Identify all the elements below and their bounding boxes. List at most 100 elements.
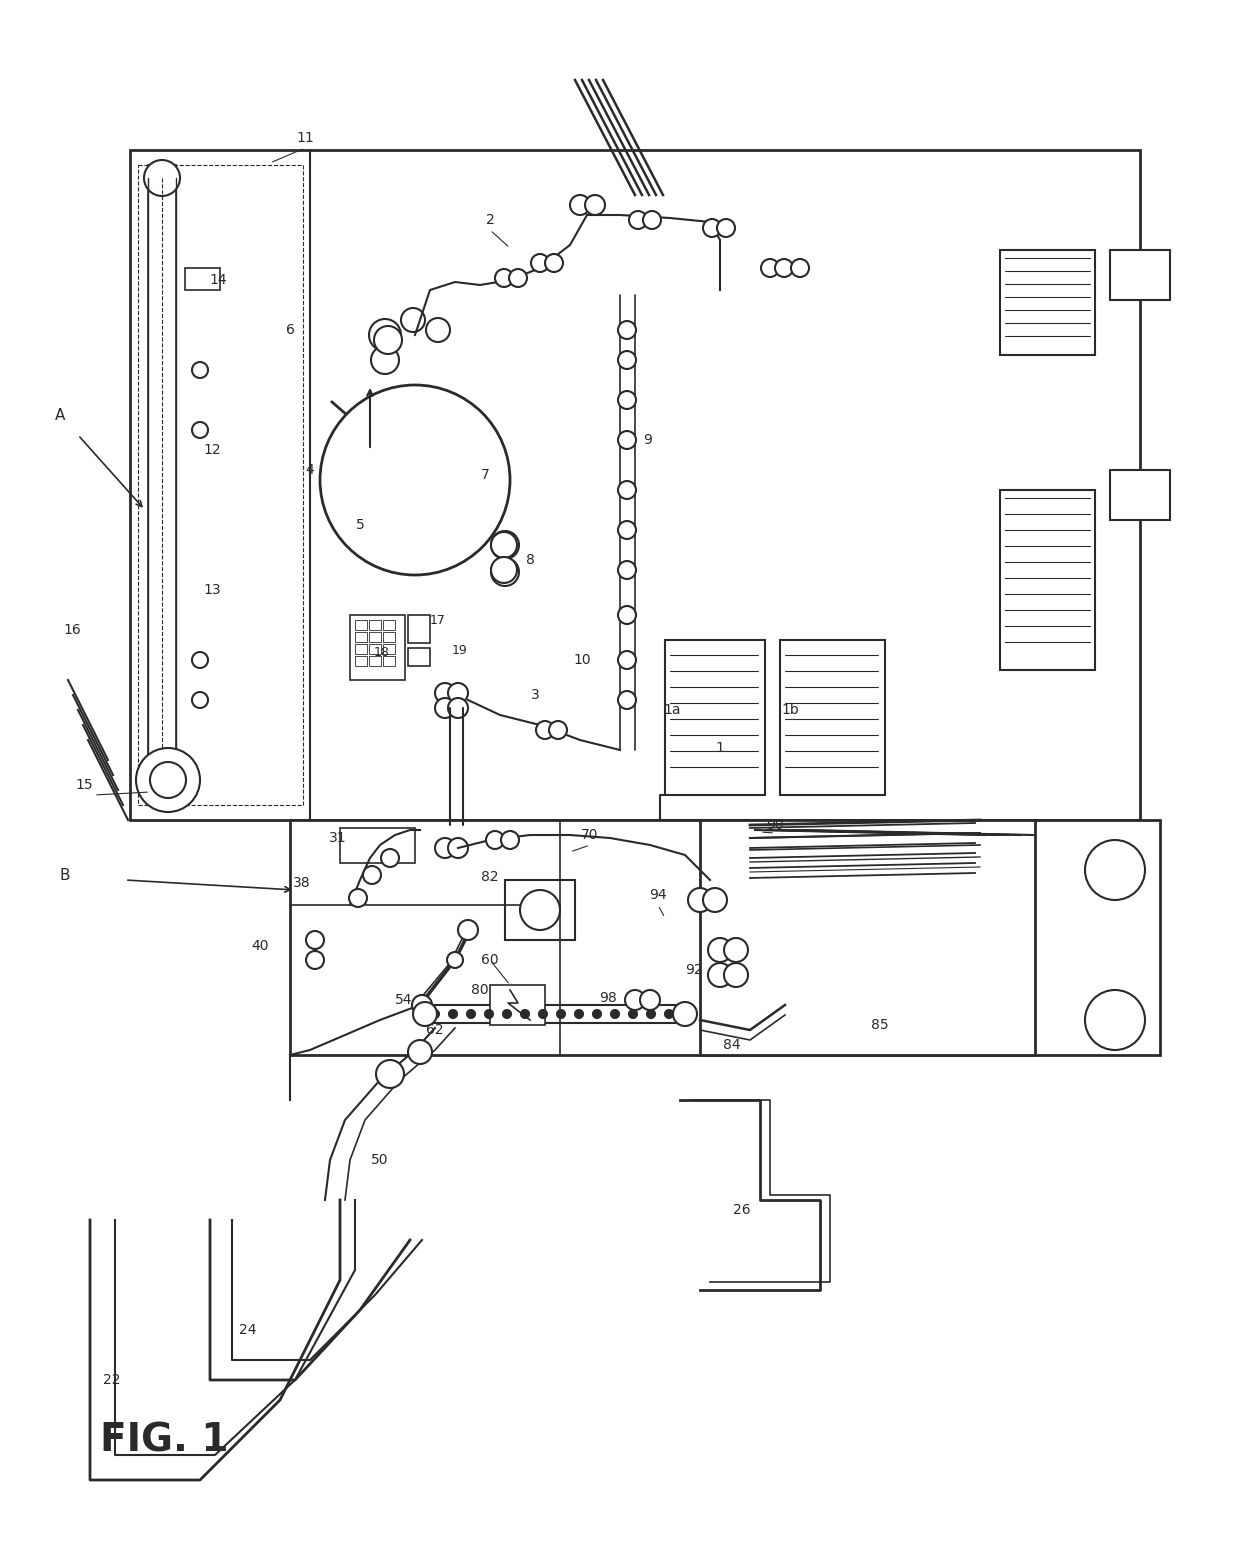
- Circle shape: [432, 1011, 439, 1018]
- Bar: [340, 828, 415, 862]
- Bar: [665, 640, 765, 795]
- Text: 62: 62: [427, 1023, 444, 1037]
- Bar: [383, 633, 396, 642]
- Bar: [408, 615, 430, 644]
- Circle shape: [374, 326, 402, 355]
- Bar: [999, 250, 1095, 355]
- Circle shape: [501, 831, 520, 850]
- Circle shape: [320, 384, 510, 575]
- Text: 14: 14: [210, 273, 227, 287]
- Bar: [490, 986, 546, 1025]
- Circle shape: [539, 1011, 547, 1018]
- Text: 10: 10: [573, 653, 590, 667]
- Circle shape: [363, 865, 381, 884]
- Circle shape: [708, 939, 732, 962]
- Text: 26: 26: [733, 1203, 750, 1217]
- Circle shape: [618, 431, 636, 448]
- Circle shape: [408, 1040, 432, 1064]
- Circle shape: [192, 362, 208, 378]
- Circle shape: [192, 692, 208, 708]
- Circle shape: [775, 259, 794, 276]
- Text: 90: 90: [766, 818, 784, 833]
- Text: 2: 2: [486, 212, 495, 226]
- Text: 82: 82: [481, 870, 498, 884]
- Circle shape: [446, 951, 463, 968]
- Text: 50: 50: [371, 1153, 389, 1167]
- Text: 5: 5: [356, 519, 365, 533]
- Text: 18: 18: [374, 645, 389, 659]
- Text: 98: 98: [599, 990, 616, 1004]
- Text: 54: 54: [396, 993, 413, 1007]
- Text: 84: 84: [723, 1039, 740, 1051]
- Circle shape: [570, 195, 590, 216]
- Circle shape: [144, 772, 180, 808]
- Text: 12: 12: [203, 444, 221, 458]
- Text: 92: 92: [686, 964, 703, 976]
- Text: 31: 31: [329, 831, 347, 845]
- Circle shape: [370, 319, 401, 351]
- Circle shape: [585, 195, 605, 216]
- Text: 6: 6: [285, 323, 294, 337]
- Text: 40: 40: [252, 939, 269, 953]
- Circle shape: [618, 322, 636, 339]
- Circle shape: [427, 319, 450, 342]
- Circle shape: [136, 748, 200, 812]
- Text: 15: 15: [76, 778, 93, 792]
- Circle shape: [629, 1011, 637, 1018]
- Circle shape: [647, 1011, 655, 1018]
- Circle shape: [413, 1001, 436, 1026]
- Text: 94: 94: [650, 889, 667, 901]
- Circle shape: [546, 255, 563, 272]
- Circle shape: [495, 269, 513, 287]
- Circle shape: [485, 1011, 494, 1018]
- Bar: [408, 648, 430, 665]
- Bar: [290, 820, 1159, 1054]
- Circle shape: [618, 390, 636, 409]
- Bar: [355, 656, 367, 665]
- Circle shape: [412, 995, 432, 1015]
- Circle shape: [467, 1011, 475, 1018]
- Circle shape: [618, 522, 636, 539]
- Circle shape: [458, 920, 477, 940]
- Text: 4: 4: [305, 462, 315, 476]
- Text: 13: 13: [203, 583, 221, 597]
- Bar: [1110, 250, 1171, 300]
- Circle shape: [724, 964, 748, 987]
- Bar: [383, 656, 396, 665]
- Circle shape: [401, 308, 425, 333]
- Text: 80: 80: [471, 982, 489, 997]
- Circle shape: [486, 831, 503, 850]
- Circle shape: [611, 1011, 619, 1018]
- Text: 22: 22: [103, 1373, 120, 1387]
- Bar: [383, 644, 396, 654]
- Circle shape: [629, 211, 647, 230]
- Bar: [1110, 470, 1171, 520]
- Bar: [355, 633, 367, 642]
- Circle shape: [371, 347, 399, 373]
- Circle shape: [703, 889, 727, 912]
- Text: 60: 60: [481, 953, 498, 967]
- Circle shape: [381, 850, 399, 867]
- Bar: [355, 620, 367, 629]
- Circle shape: [491, 533, 517, 558]
- Circle shape: [665, 1011, 673, 1018]
- Bar: [130, 150, 1140, 820]
- Bar: [780, 640, 885, 795]
- Text: 3: 3: [531, 687, 539, 701]
- Circle shape: [618, 690, 636, 709]
- Text: A: A: [55, 408, 66, 422]
- Bar: [355, 644, 367, 654]
- Text: 19: 19: [453, 644, 467, 656]
- Circle shape: [673, 1001, 697, 1026]
- Circle shape: [503, 1011, 511, 1018]
- Circle shape: [491, 531, 520, 559]
- Circle shape: [150, 762, 186, 798]
- Circle shape: [531, 255, 549, 272]
- Circle shape: [557, 1011, 565, 1018]
- Circle shape: [618, 561, 636, 580]
- Circle shape: [644, 211, 661, 230]
- Circle shape: [306, 951, 324, 968]
- Circle shape: [348, 889, 367, 908]
- Bar: [350, 615, 405, 679]
- Text: 70: 70: [582, 828, 599, 842]
